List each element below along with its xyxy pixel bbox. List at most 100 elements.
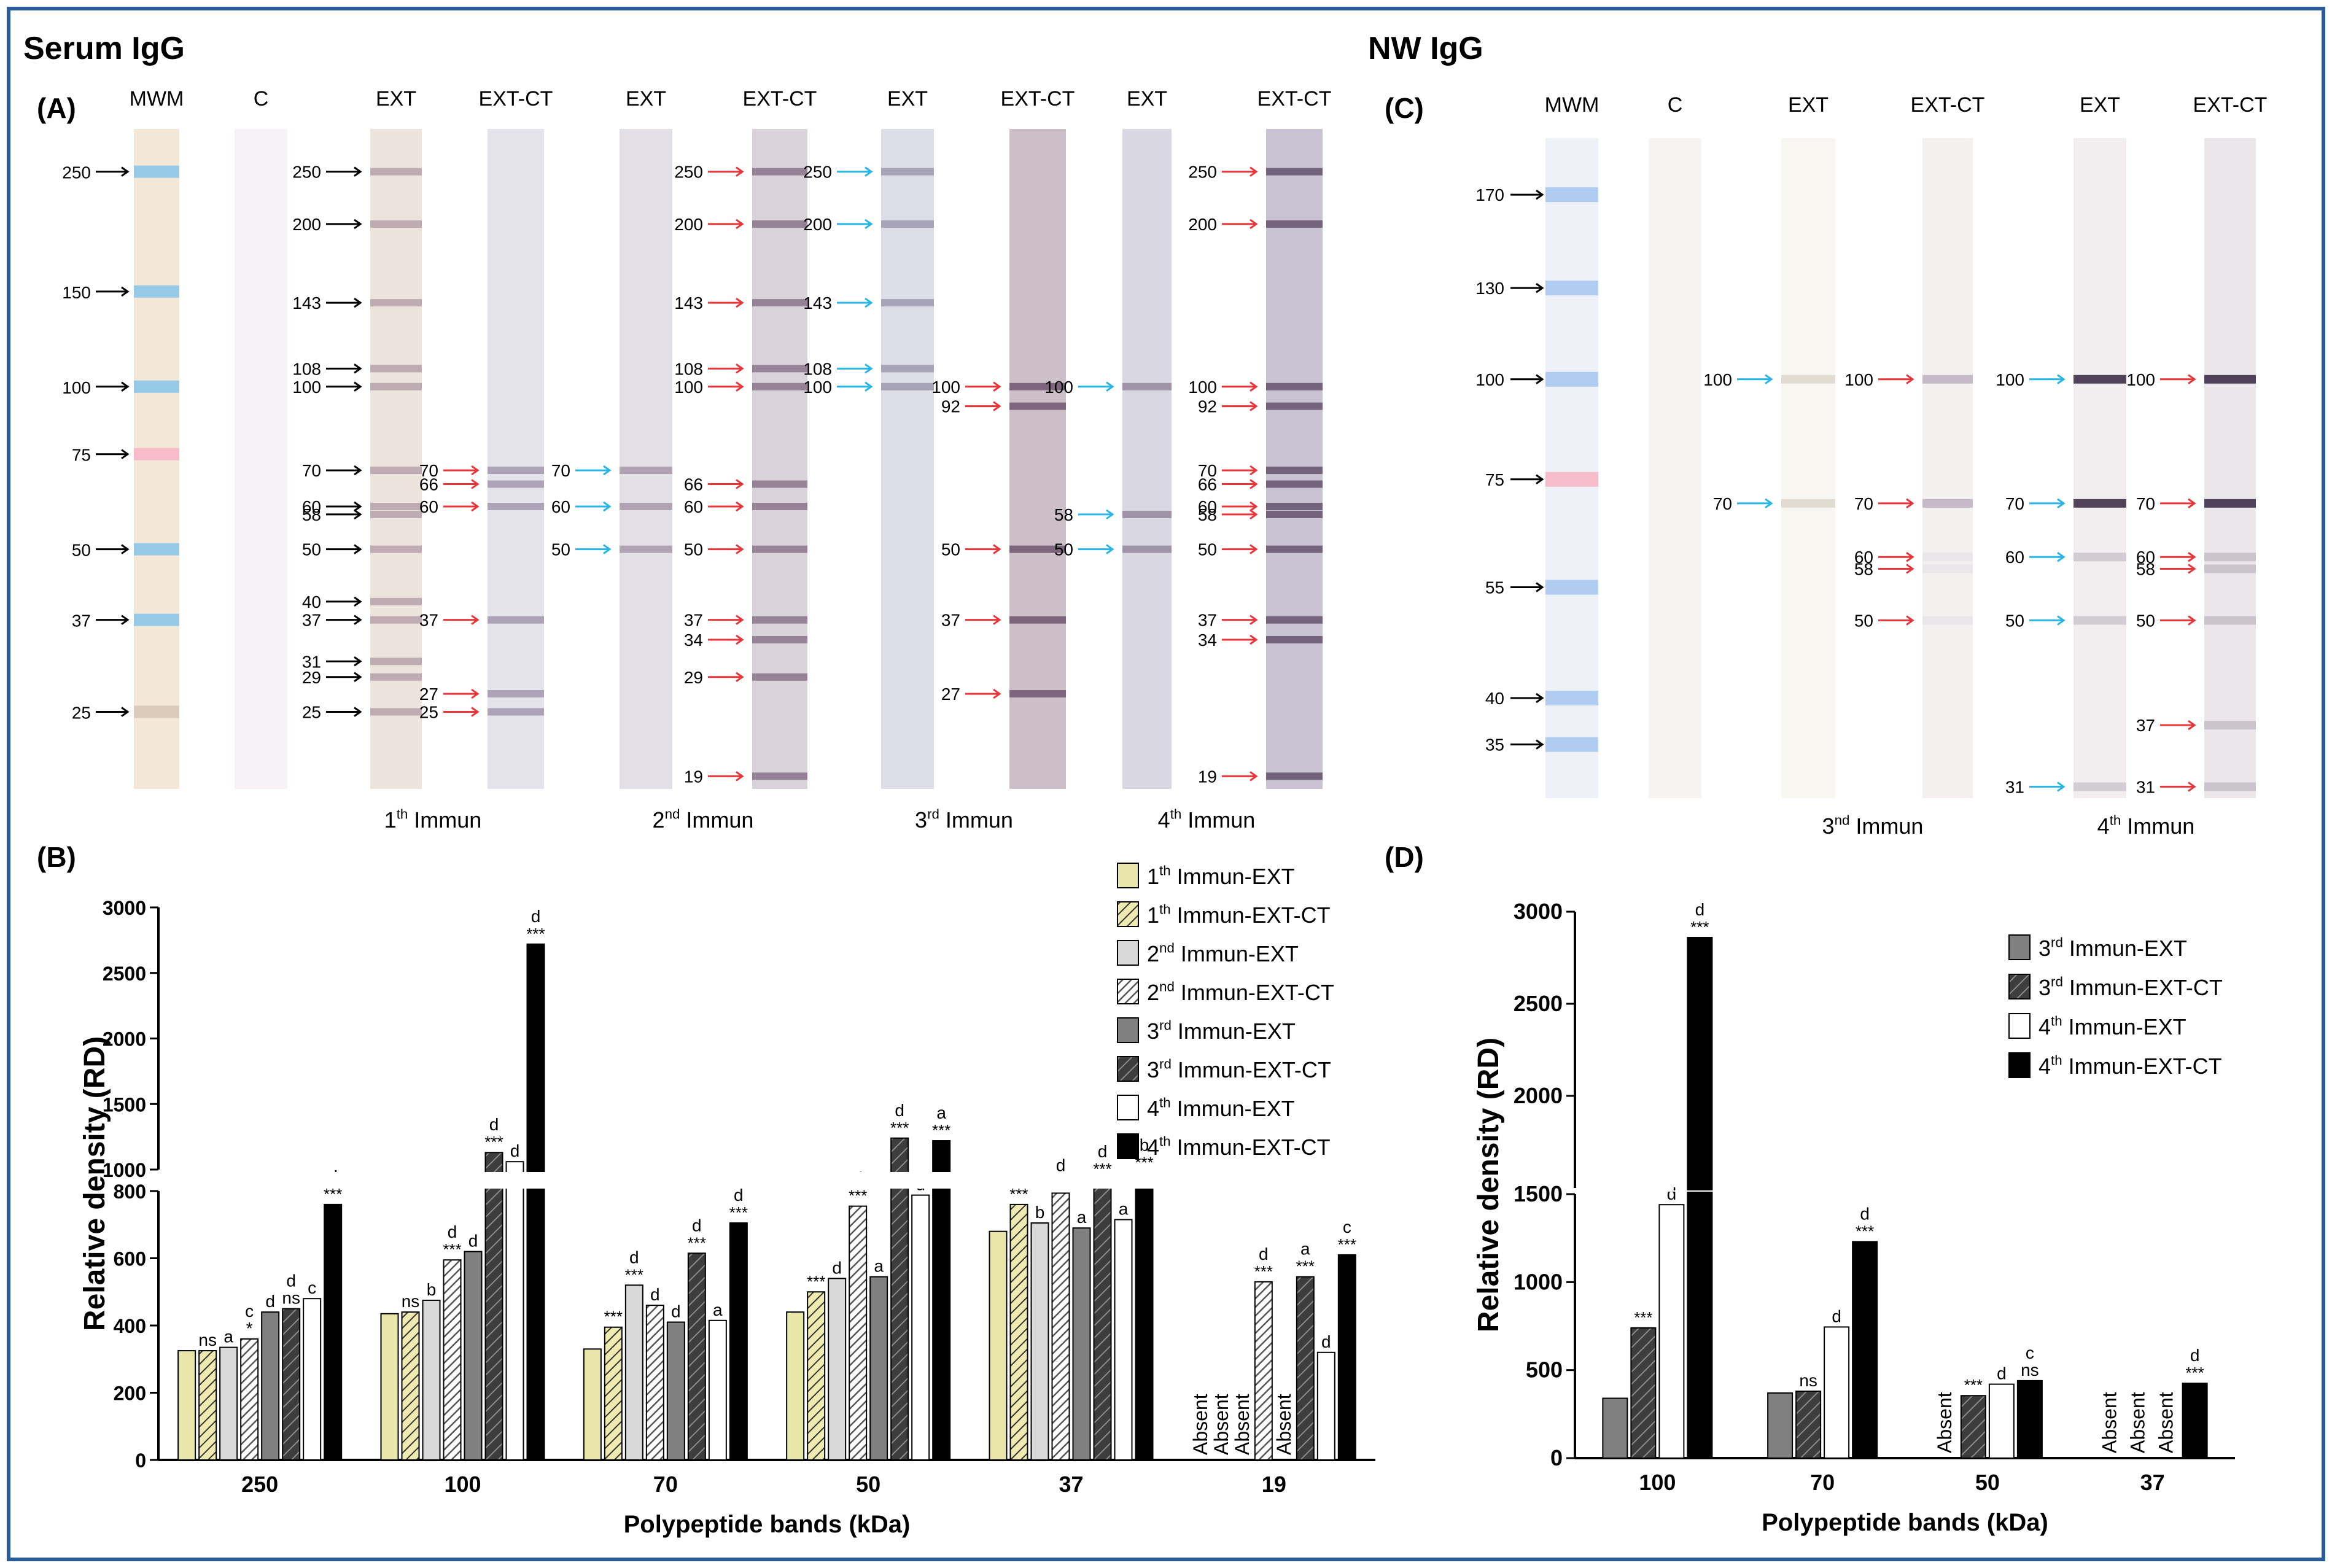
band-arrow <box>443 501 480 512</box>
lane-header: EXT <box>626 87 666 111</box>
band-arrow <box>326 707 362 717</box>
band-label: 37 <box>2136 716 2155 735</box>
lane-header: EXT <box>1788 93 1829 117</box>
band-label: 100 <box>292 378 321 397</box>
blot-band <box>488 502 544 510</box>
band-arrow <box>1878 552 1914 562</box>
band-arrow <box>837 166 873 177</box>
mwm-band <box>1545 281 1598 296</box>
bar <box>1030 1222 1049 1461</box>
bar <box>932 1140 951 1461</box>
band-label: 25 <box>419 702 438 721</box>
significance-label: *** <box>1964 1376 1983 1394</box>
band-arrow <box>326 363 362 374</box>
legend-swatch <box>2008 1013 2031 1039</box>
band-label: 27 <box>419 685 438 704</box>
mwm-marker-label: 150 <box>62 283 91 302</box>
band-arrow <box>2160 374 2196 384</box>
bar <box>604 1326 623 1461</box>
marker-arrow <box>1510 582 1544 592</box>
band-arrow <box>326 501 362 512</box>
band-arrow <box>1878 498 1914 509</box>
bar <box>177 1350 196 1461</box>
blot-band <box>752 480 807 488</box>
band-arrow <box>1878 374 1914 384</box>
absent-label: Absent <box>1273 1394 1295 1455</box>
bar <box>911 1194 930 1461</box>
blot-band <box>370 299 422 307</box>
band-label: 37 <box>1198 611 1217 630</box>
blot-band <box>1266 545 1323 553</box>
band-arrow <box>575 501 612 512</box>
mwm-band <box>1545 580 1598 595</box>
blot-band <box>2074 616 2126 625</box>
x-tick-label: 37 <box>2140 1470 2165 1495</box>
significance-label: d <box>629 1248 639 1267</box>
band-arrow <box>326 615 362 625</box>
band-label: 143 <box>674 293 703 312</box>
band-arrow <box>965 381 1001 392</box>
mwm-band <box>134 285 179 298</box>
band-label: 100 <box>803 378 832 397</box>
bar <box>303 1298 322 1461</box>
band-label: 50 <box>941 540 960 559</box>
x-tick-label: 50 <box>1975 1470 2000 1495</box>
mwm-marker-label: 50 <box>72 541 91 560</box>
band-label: 66 <box>1198 475 1217 494</box>
blot-band <box>370 168 422 176</box>
lane-header: EXT <box>376 87 416 111</box>
band-label: 31 <box>2136 777 2155 796</box>
blot-band <box>881 220 934 228</box>
blot-band <box>620 545 672 553</box>
significance-label: a <box>1119 1200 1129 1219</box>
band-label: 100 <box>1188 378 1217 397</box>
lane-header: EXT-CT <box>1257 87 1332 111</box>
axis-break <box>146 1172 1375 1189</box>
bar <box>2182 1383 2208 1459</box>
band-arrow <box>326 509 362 520</box>
bar-chart-nw-igg: (D) 0 500 1000 1500 2000 2500 3000 Relative dens… <box>1385 841 2235 1536</box>
band-label: 70 <box>2136 494 2155 513</box>
significance-label: b <box>427 1280 437 1299</box>
band-label: 58 <box>1054 505 1073 524</box>
band-label: 58 <box>1854 559 1873 578</box>
band-arrow <box>1222 219 1258 230</box>
figure-frame <box>7 7 2325 1561</box>
band-arrow <box>837 297 873 308</box>
blot-band <box>1266 402 1323 410</box>
marker-arrow <box>1510 739 1544 750</box>
blot-band <box>2074 553 2126 562</box>
blot-lane <box>1122 129 1172 789</box>
band-arrow <box>2160 615 2196 626</box>
section-title: NW IgG <box>1368 31 1483 66</box>
blot-lane <box>620 129 672 789</box>
band-label: 100 <box>1703 370 1732 389</box>
bar <box>282 1308 301 1461</box>
band-label: 29 <box>302 668 321 687</box>
band-label: 108 <box>674 359 703 378</box>
significance-label: *** <box>484 1133 503 1151</box>
band-arrow <box>443 688 480 699</box>
blot-lane <box>2204 138 2256 798</box>
band-label: 70 <box>419 461 438 480</box>
bar <box>198 1350 217 1461</box>
band-arrow <box>708 363 744 374</box>
band-arrow <box>443 707 480 717</box>
immun-label: 2nd Immun <box>653 807 754 833</box>
significance-label: c <box>1343 1217 1351 1236</box>
band-arrow <box>1222 501 1258 512</box>
y-tick-label: 500 <box>1526 1357 1563 1383</box>
significance-label: d <box>734 1186 744 1205</box>
legend-label: 3rd Immun-EXT <box>2039 935 2187 961</box>
x-tick-label: 100 <box>1639 1470 1676 1495</box>
band-label: 50 <box>684 540 703 559</box>
significance-label: ns <box>402 1292 420 1311</box>
band-arrow <box>708 544 744 554</box>
mwm-marker-label: 37 <box>72 611 91 631</box>
band-label: 100 <box>931 378 960 397</box>
band-label: 70 <box>1198 461 1217 480</box>
significance-label: a <box>874 1257 884 1276</box>
band-arrow <box>708 771 744 782</box>
blot-band <box>1266 168 1323 176</box>
